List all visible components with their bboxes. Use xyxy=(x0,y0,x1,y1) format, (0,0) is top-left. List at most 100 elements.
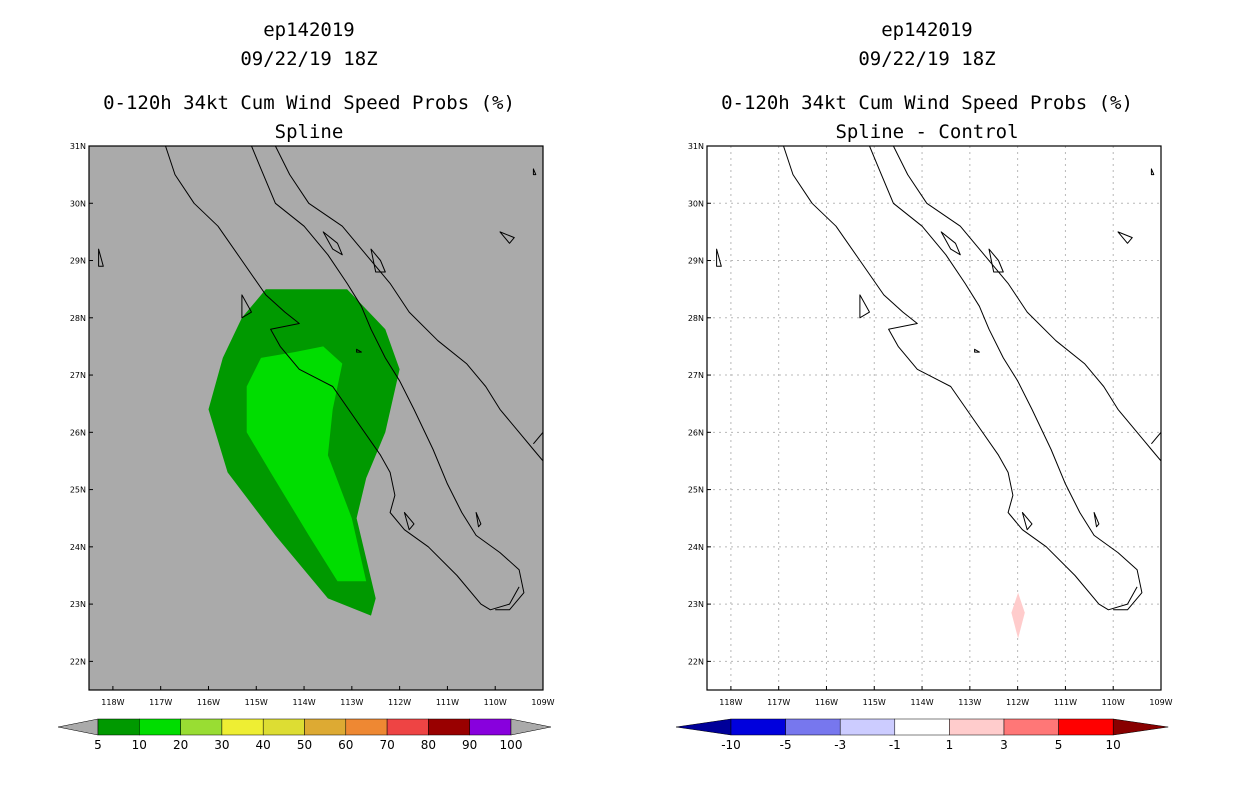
lon-tick-label: 114W xyxy=(292,698,315,707)
isla-espiritu-santo xyxy=(1093,512,1100,528)
lat-tick-label: 30N xyxy=(70,199,86,208)
lon-tick-label: 112W xyxy=(1006,698,1029,707)
lat-tick-label: 22N xyxy=(688,657,704,666)
lon-tick-label: 114W xyxy=(910,698,933,707)
isla-east-mainland xyxy=(532,168,537,176)
colorbar-label: -3 xyxy=(834,738,846,752)
colorbar-label: 60 xyxy=(338,738,353,752)
left-title-product: 0-120h 34kt Cum Wind Speed Probs (%) xyxy=(103,92,515,114)
contour-10-pct xyxy=(246,346,367,582)
lon-tick-label: 109W xyxy=(1149,698,1172,707)
isla-tortuga xyxy=(974,348,980,353)
lon-tick-label: 109W xyxy=(531,698,554,707)
right-title-date: 09/22/19 18Z xyxy=(858,48,995,70)
left-title-date: 09/22/19 18Z xyxy=(240,48,377,70)
coast-far-east xyxy=(1151,431,1161,445)
lat-tick-label: 25N xyxy=(70,486,86,495)
right-map-background xyxy=(707,146,1161,690)
colorbar-label: 100 xyxy=(500,738,523,752)
colorbar-swatch xyxy=(304,718,347,736)
lat-tick-label: 29N xyxy=(70,257,86,266)
right-panel: ep142019 09/22/19 18Z 0-120h 34kt Cum Wi… xyxy=(675,19,1173,752)
colorbar-label: 30 xyxy=(214,738,229,752)
gulf-west-coast xyxy=(869,146,1143,611)
left-colorbar: 5 10 20 30 40 50 60 70 80 90 100 xyxy=(57,718,552,752)
lat-tick-label: 23N xyxy=(688,600,704,609)
lat-tick-label: 30N xyxy=(688,199,704,208)
colorbar-swatch xyxy=(97,718,140,736)
lat-tick-label: 24N xyxy=(70,543,86,552)
colorbar-label: -10 xyxy=(721,738,741,752)
isla-guadalupe xyxy=(98,248,104,267)
colorbar-label: -5 xyxy=(780,738,792,752)
colorbar-right-arrow xyxy=(510,718,552,736)
lon-tick-label: 110W xyxy=(484,698,507,707)
colorbar-left-arrow xyxy=(675,718,732,736)
lat-tick-label: 27N xyxy=(688,371,704,380)
lon-tick-label: 112W xyxy=(388,698,411,707)
lon-tick-label: 118W xyxy=(101,698,124,707)
colorbar-label: 40 xyxy=(256,738,271,752)
mainland-coast xyxy=(892,146,1161,462)
mainland-coast xyxy=(274,146,543,462)
isla-angel-de-la-guarda xyxy=(940,231,961,256)
left-title-storm: ep142019 xyxy=(263,19,355,41)
lon-tick-label: 111W xyxy=(1054,698,1077,707)
colorbar-swatch xyxy=(345,718,388,736)
left-axis-ticks: 118W 117W 116W 115W 114W 113W 112W 111W 110W 109W… xyxy=(70,142,555,707)
lon-tick-label: 115W xyxy=(245,698,268,707)
contour-1-pct xyxy=(1011,592,1025,639)
lat-tick-label: 31N xyxy=(70,142,86,151)
lat-tick-label: 31N xyxy=(688,142,704,151)
colorbar-label: 5 xyxy=(94,738,102,752)
lon-tick-label: 111W xyxy=(436,698,459,707)
colorbar-label: 10 xyxy=(1106,738,1121,752)
isla-east-mainland xyxy=(1150,168,1155,176)
colorbar-label: 20 xyxy=(173,738,188,752)
isla-angel-de-la-guarda xyxy=(322,231,343,256)
left-title-method: Spline xyxy=(275,121,344,143)
colorbar-swatch xyxy=(894,718,950,736)
isla-cedros xyxy=(859,294,870,319)
colorbar-label: -1 xyxy=(889,738,901,752)
colorbar-label: 70 xyxy=(379,738,394,752)
coast-far-east xyxy=(533,431,543,445)
isla-espiritu-santo xyxy=(475,512,482,528)
colorbar-swatch xyxy=(180,718,223,736)
lon-tick-label: 117W xyxy=(149,698,172,707)
right-gridlines xyxy=(707,146,1161,690)
right-colorbar: -10 -5 -3 -1 1 3 5 10 xyxy=(675,718,1169,752)
left-panel: ep142019 09/22/19 18Z 0-120h 34kt Cum Wi… xyxy=(57,19,555,752)
colorbar-label: 1 xyxy=(946,738,954,752)
left-coastline xyxy=(98,146,543,611)
colorbar-swatch xyxy=(785,718,841,736)
colorbar-swatch xyxy=(1058,718,1114,736)
lon-tick-label: 117W xyxy=(767,698,790,707)
lon-tick-label: 110W xyxy=(1102,698,1125,707)
lat-tick-label: 26N xyxy=(70,428,86,437)
left-map-frame xyxy=(88,145,544,691)
gulf-west-coast xyxy=(251,146,525,611)
isla-guadalupe xyxy=(716,248,722,267)
right-map-frame xyxy=(706,145,1162,691)
lon-tick-label: 115W xyxy=(863,698,886,707)
isla-margarita xyxy=(1021,512,1033,531)
islands-se xyxy=(1117,231,1133,244)
lat-tick-label: 24N xyxy=(688,543,704,552)
isla-tortuga xyxy=(356,348,362,353)
colorbar-swatch xyxy=(262,718,305,736)
right-axis-ticks: 118W 117W 116W 115W 114W 113W 112W 111W 110W 109W… xyxy=(688,142,1173,707)
lat-tick-label: 22N xyxy=(70,657,86,666)
colorbar-label: 10 xyxy=(132,738,147,752)
colorbar-swatch xyxy=(1003,718,1059,736)
colorbar-label: 3 xyxy=(1000,738,1008,752)
lat-tick-label: 26N xyxy=(688,428,704,437)
lon-tick-label: 113W xyxy=(340,698,363,707)
right-contours xyxy=(1011,592,1025,639)
right-coastline xyxy=(716,146,1161,611)
colorbar-label: 90 xyxy=(462,738,477,752)
left-contours xyxy=(208,289,400,616)
lat-tick-label: 27N xyxy=(70,371,86,380)
colorbar-swatch xyxy=(949,718,1005,736)
